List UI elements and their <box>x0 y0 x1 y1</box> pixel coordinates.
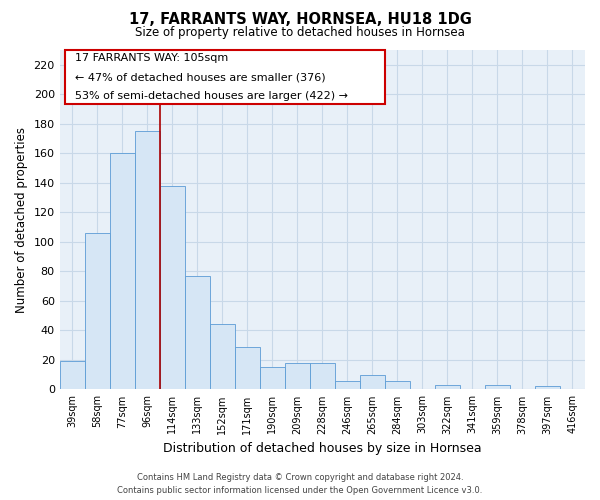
Text: 53% of semi-detached houses are larger (422) →: 53% of semi-detached houses are larger (… <box>76 90 349 101</box>
FancyBboxPatch shape <box>65 50 385 104</box>
Bar <box>210 324 235 390</box>
Bar <box>110 154 135 390</box>
Bar <box>310 363 335 390</box>
Bar <box>360 374 385 390</box>
Bar <box>385 380 410 390</box>
Bar <box>59 362 85 390</box>
Bar <box>260 368 285 390</box>
Text: ← 47% of detached houses are smaller (376): ← 47% of detached houses are smaller (37… <box>76 72 326 82</box>
Text: Size of property relative to detached houses in Hornsea: Size of property relative to detached ho… <box>135 26 465 39</box>
Bar <box>435 385 460 390</box>
Bar <box>185 276 210 390</box>
Y-axis label: Number of detached properties: Number of detached properties <box>15 126 28 312</box>
Text: Contains HM Land Registry data © Crown copyright and database right 2024.
Contai: Contains HM Land Registry data © Crown c… <box>118 474 482 495</box>
Bar <box>535 386 560 390</box>
Text: 17, FARRANTS WAY, HORNSEA, HU18 1DG: 17, FARRANTS WAY, HORNSEA, HU18 1DG <box>128 12 472 28</box>
Bar <box>485 385 510 390</box>
X-axis label: Distribution of detached houses by size in Hornsea: Distribution of detached houses by size … <box>163 442 482 455</box>
Bar <box>285 363 310 390</box>
Bar <box>160 186 185 390</box>
Text: 17 FARRANTS WAY: 105sqm: 17 FARRANTS WAY: 105sqm <box>76 54 229 64</box>
Bar <box>235 346 260 390</box>
Bar <box>85 233 110 390</box>
Bar <box>135 131 160 390</box>
Bar <box>335 380 360 390</box>
